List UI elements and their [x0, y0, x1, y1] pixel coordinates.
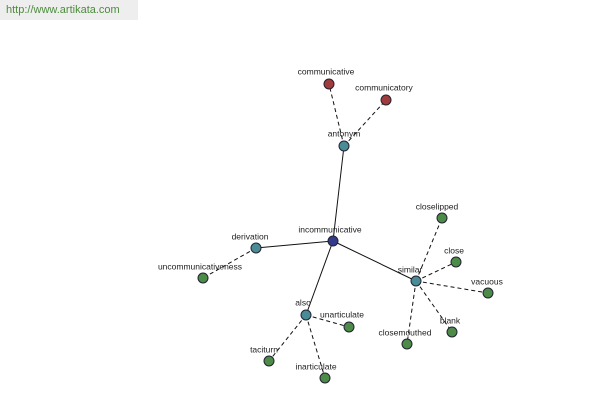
node-label[interactable]: antonym — [328, 128, 361, 138]
dashed-edge — [415, 217, 443, 282]
node-label[interactable]: communicatory — [355, 82, 413, 92]
node[interactable] — [300, 309, 312, 321]
node[interactable] — [338, 140, 350, 152]
dashed-edge — [305, 314, 350, 328]
node[interactable] — [482, 287, 494, 299]
dashed-edge — [415, 280, 453, 333]
node[interactable] — [410, 275, 422, 287]
node-label[interactable]: closelipped — [416, 201, 459, 211]
site-banner: http://www.artikata.com — [0, 0, 138, 20]
node-label[interactable]: inarticulate — [295, 361, 336, 371]
node-label[interactable]: incommunicative — [298, 224, 362, 234]
site-url[interactable]: http://www.artikata.com — [6, 4, 120, 16]
node-label[interactable]: vacuous — [471, 276, 503, 286]
node[interactable] — [327, 235, 339, 247]
node[interactable] — [436, 212, 448, 224]
node[interactable] — [319, 372, 331, 384]
dashed-edge — [406, 280, 417, 345]
node[interactable] — [450, 256, 462, 268]
node-label[interactable]: uncommunicativeness — [158, 261, 242, 271]
node-label[interactable]: closemouthed — [379, 327, 432, 337]
node[interactable] — [446, 326, 458, 338]
dashed-edge — [305, 314, 326, 379]
dashed-edge — [415, 261, 457, 282]
node-label[interactable]: blank — [440, 315, 461, 325]
node-label[interactable]: similar — [398, 264, 423, 274]
node[interactable] — [197, 272, 209, 284]
dashed-edge — [415, 280, 489, 294]
node-label[interactable]: unarticulate — [320, 309, 364, 319]
dashed-edge — [268, 314, 307, 362]
node-label[interactable]: communicative — [298, 66, 355, 76]
dashed-edge — [202, 247, 257, 279]
node[interactable] — [250, 242, 262, 254]
edge — [332, 145, 345, 242]
node[interactable] — [263, 355, 275, 367]
edge — [332, 240, 417, 282]
edge — [255, 240, 334, 249]
node-label[interactable]: close — [444, 245, 464, 255]
node-label[interactable]: also — [295, 297, 311, 307]
node-label[interactable]: derivation — [232, 231, 269, 241]
node-label[interactable]: taciturn — [250, 344, 278, 354]
node[interactable] — [401, 338, 413, 350]
node[interactable] — [343, 321, 355, 333]
node[interactable] — [380, 94, 392, 106]
dashed-edge — [343, 99, 387, 147]
edge — [305, 240, 334, 316]
dashed-edge — [328, 83, 345, 147]
node[interactable] — [323, 78, 335, 90]
